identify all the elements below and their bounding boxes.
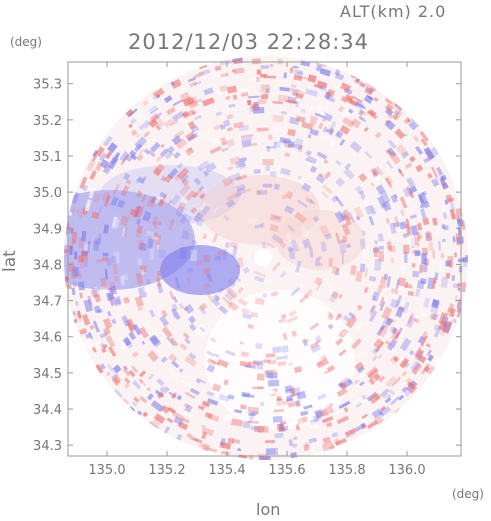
y-tick-label: 35.0	[33, 186, 62, 201]
y-tick-label: 34.9	[33, 222, 62, 237]
y-tick-label: 35.2	[33, 114, 62, 129]
timestamp-title: 2012/12/03 22:28:34	[128, 30, 370, 54]
x-tick-label: 135.6	[268, 463, 305, 478]
y-tick-label: 34.8	[33, 258, 62, 273]
y-tick-label: 34.4	[33, 403, 62, 418]
x-unit-label: (deg)	[452, 487, 484, 501]
x-tick-label: 136.0	[388, 463, 425, 478]
x-tick-label: 135.4	[208, 463, 245, 478]
radar-heatmap	[64, 56, 468, 460]
altitude-label: ALT(km) 2.0	[340, 2, 447, 21]
y-axis: 35.3 35.2 35.1 35.0 34.9 34.8 34.7 34.6 34.5 34.4…	[33, 78, 461, 454]
plot-frame	[67, 61, 462, 457]
y-unit-label: (deg)	[10, 35, 42, 49]
y-tick-label: 35.1	[33, 150, 62, 165]
x-tick-label: 135.2	[148, 463, 185, 478]
x-tick-label: 135.0	[88, 463, 125, 478]
y-tick-label: 34.6	[33, 331, 62, 346]
y-tick-label: 35.3	[33, 78, 62, 93]
x-axis: 135.0 135.2 135.4 135.6 135.8 136.0	[88, 62, 426, 478]
y-tick-label: 34.7	[33, 295, 62, 310]
y-tick-label: 34.3	[33, 439, 62, 454]
x-axis-title: lon	[256, 500, 281, 519]
y-tick-label: 34.5	[33, 367, 62, 382]
x-tick-label: 135.8	[328, 463, 365, 478]
